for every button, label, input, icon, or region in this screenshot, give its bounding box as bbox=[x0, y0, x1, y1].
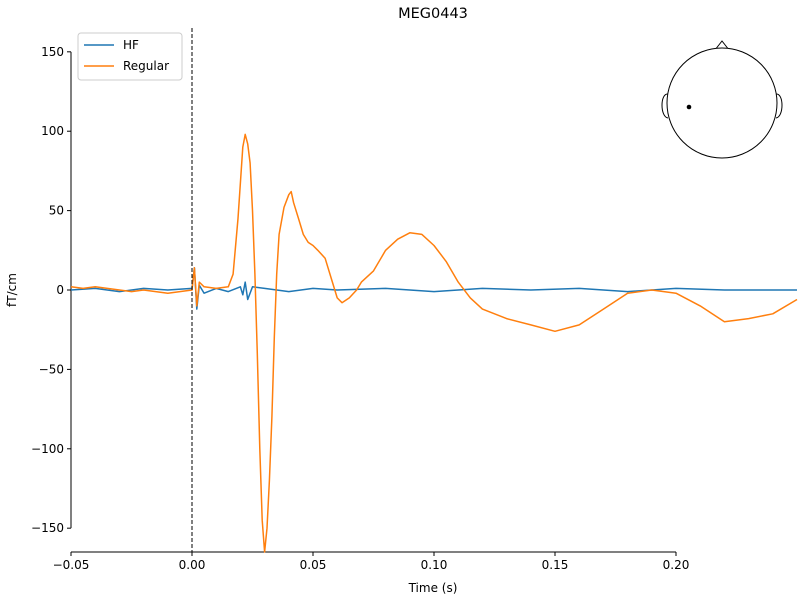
sensor-dot-icon bbox=[686, 104, 692, 110]
x-tick-label: 0.00 bbox=[179, 558, 206, 572]
y-tick-label: −50 bbox=[39, 362, 64, 376]
y-tick-label: −100 bbox=[31, 442, 64, 456]
y-tick-label: 100 bbox=[41, 124, 64, 138]
y-tick-label: 50 bbox=[49, 204, 64, 218]
x-tick-label: −0.05 bbox=[53, 558, 90, 572]
y-axis-label: fT/cm bbox=[5, 273, 19, 307]
right-ear-icon bbox=[775, 93, 783, 119]
legend: HF Regular bbox=[77, 32, 183, 81]
x-tick-label: 0.20 bbox=[663, 558, 690, 572]
x-tick-label: 0.10 bbox=[421, 558, 448, 572]
legend-entry: Regular bbox=[123, 59, 169, 73]
chart-title: MEG0443 bbox=[398, 6, 468, 22]
left-ear-icon bbox=[661, 93, 669, 119]
series-line-hf bbox=[70, 267, 797, 310]
x-axis-label: Time (s) bbox=[408, 581, 458, 595]
head-sensor-inset bbox=[661, 40, 783, 159]
x-tick-label: 0.15 bbox=[542, 558, 569, 572]
head-outline-icon bbox=[666, 47, 778, 159]
series-line-regular bbox=[70, 133, 798, 553]
x-tick-label: 0.05 bbox=[300, 558, 327, 572]
y-tick-label: 150 bbox=[41, 45, 64, 59]
y-tick-label: 0 bbox=[56, 283, 64, 297]
y-tick-label: −150 bbox=[31, 521, 64, 535]
legend-entry: HF bbox=[123, 38, 139, 52]
